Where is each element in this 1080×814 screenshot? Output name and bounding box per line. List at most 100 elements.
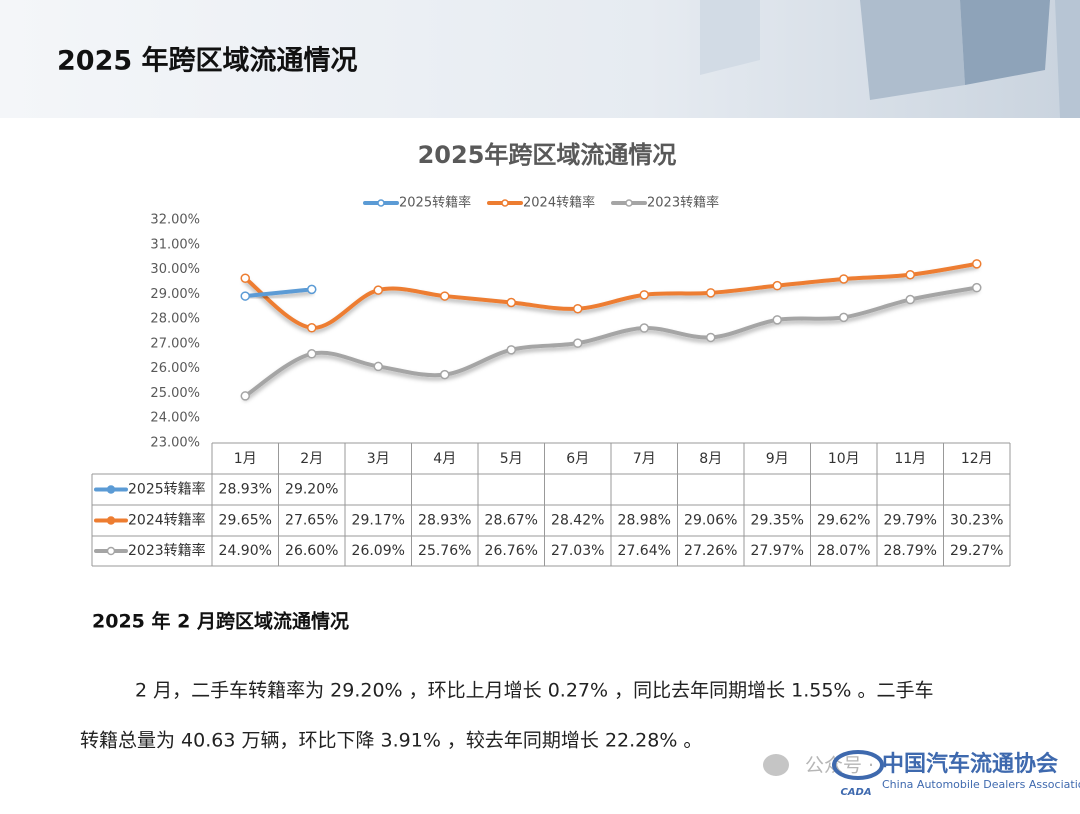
watermark-prefix: 公众号 · (805, 755, 874, 777)
table-legend-marker (106, 546, 116, 556)
page-title: 2025 年跨区域流通情况 (57, 45, 358, 77)
y-tick-label: 25.00% (150, 386, 200, 401)
table-legend-marker (106, 485, 116, 494)
table-cell: 25.76% (418, 543, 471, 559)
watermark-org-cn: 中国汽车流通协会 (882, 751, 1058, 777)
data-point (639, 290, 649, 300)
table-cell: 27.64% (618, 543, 671, 559)
data-point (573, 338, 583, 348)
y-tick-label: 31.00% (150, 237, 200, 252)
paragraph-line: 2 月，二手车转籍率为 29.20% ，环比上月增长 0.27% ，同比去年同期… (135, 680, 934, 702)
paragraph-line: 转籍总量为 40.63 万辆，环比下降 3.91% ，较去年同期增长 22.28… (80, 730, 702, 752)
watermark-org-en: China Automobile Dealers Association (882, 778, 1080, 791)
legend-marker (377, 199, 385, 207)
y-tick-label: 26.00% (150, 361, 200, 376)
table-cell: 28.42% (551, 513, 604, 529)
legend-marker (625, 199, 633, 207)
table-cell: 27.65% (285, 513, 338, 529)
table-cell: 30.23% (950, 513, 1003, 529)
table-row-header: 2024转籍率 (128, 512, 206, 529)
data-point (506, 297, 516, 308)
data-point (506, 345, 516, 355)
table-cell: 28.67% (485, 513, 538, 529)
legend-label: 2024转籍率 (523, 195, 595, 211)
data-point (772, 280, 782, 291)
x-tick-label: 4月 (433, 451, 456, 467)
y-tick-label: 28.00% (150, 312, 200, 327)
table-cell: 29.17% (352, 513, 405, 529)
data-point (772, 315, 782, 325)
data-point (240, 291, 250, 301)
data-point (639, 323, 649, 333)
data-point (440, 369, 450, 380)
x-tick-label: 9月 (766, 451, 789, 467)
data-point (373, 361, 383, 372)
x-tick-label: 8月 (699, 451, 722, 467)
table-cell: 27.97% (751, 543, 804, 559)
table-cell: 28.79% (884, 543, 937, 559)
data-point (440, 291, 450, 301)
series-line (243, 287, 314, 299)
x-tick-label: 6月 (566, 451, 589, 467)
watermark: 公众号 · CADA 中国汽车流通协会 China Automobile Dea… (763, 750, 1080, 798)
series-line (243, 261, 979, 330)
legend-label: 2023转籍率 (647, 195, 719, 211)
table-cell: 28.93% (418, 513, 471, 529)
data-point (972, 259, 982, 269)
x-tick-label: 7月 (633, 451, 656, 467)
legend-label: 2025转籍率 (399, 195, 471, 211)
x-tick-label: 5月 (500, 451, 523, 467)
y-tick-label: 29.00% (150, 287, 200, 302)
y-tick-label: 32.00% (150, 213, 200, 228)
y-tick-label: 24.00% (150, 411, 200, 426)
logo-text: CADA (840, 787, 871, 798)
data-point (706, 332, 716, 343)
table-cell: 27.26% (684, 543, 737, 559)
header-decoration (700, 0, 1080, 118)
table-cell: 26.09% (352, 543, 405, 559)
data-point (972, 282, 982, 293)
data-point (240, 273, 250, 283)
data-point (905, 294, 915, 305)
data-point (307, 284, 317, 295)
chart-title: 2025年跨区域流通情况 (418, 141, 677, 169)
table-cell: 27.03% (551, 543, 604, 559)
data-point (240, 391, 250, 401)
x-tick-label: 11月 (894, 451, 926, 467)
table-cell: 28.93% (219, 482, 272, 498)
series-line (243, 285, 979, 398)
table-cell: 29.79% (884, 513, 937, 529)
x-tick-label: 1月 (234, 451, 257, 467)
table-cell: 26.60% (285, 543, 338, 559)
data-point (307, 349, 317, 359)
data-point (307, 323, 317, 333)
table-cell: 26.76% (485, 543, 538, 559)
x-tick-label: 2月 (300, 451, 323, 467)
y-tick-label: 30.00% (150, 262, 200, 277)
x-tick-label: 12月 (961, 451, 993, 467)
legend-marker (501, 199, 509, 207)
table-row-header: 2023转籍率 (128, 542, 206, 559)
table-cell: 29.65% (219, 513, 272, 529)
table-cell: 28.07% (817, 543, 870, 559)
table-cell: 28.98% (618, 513, 671, 529)
y-tick-label: 27.00% (150, 336, 200, 351)
table-cell: 29.35% (751, 513, 804, 529)
table-cell: 29.20% (285, 482, 338, 498)
data-point (373, 285, 383, 295)
data-point (839, 274, 849, 284)
table-legend-marker (106, 516, 116, 525)
table-cell: 29.62% (817, 513, 870, 529)
x-tick-label: 10月 (828, 451, 860, 467)
y-tick-label: 23.00% (150, 436, 200, 451)
data-point (905, 270, 915, 280)
table-cell: 24.90% (219, 543, 272, 559)
table-cell: 29.27% (950, 543, 1003, 559)
data-point (706, 288, 716, 298)
section-title: 2025 年 2 月跨区域流通情况 (92, 610, 349, 633)
table-cell: 29.06% (684, 513, 737, 529)
data-point (839, 312, 849, 323)
data-point (573, 303, 583, 314)
x-tick-label: 3月 (367, 451, 390, 467)
